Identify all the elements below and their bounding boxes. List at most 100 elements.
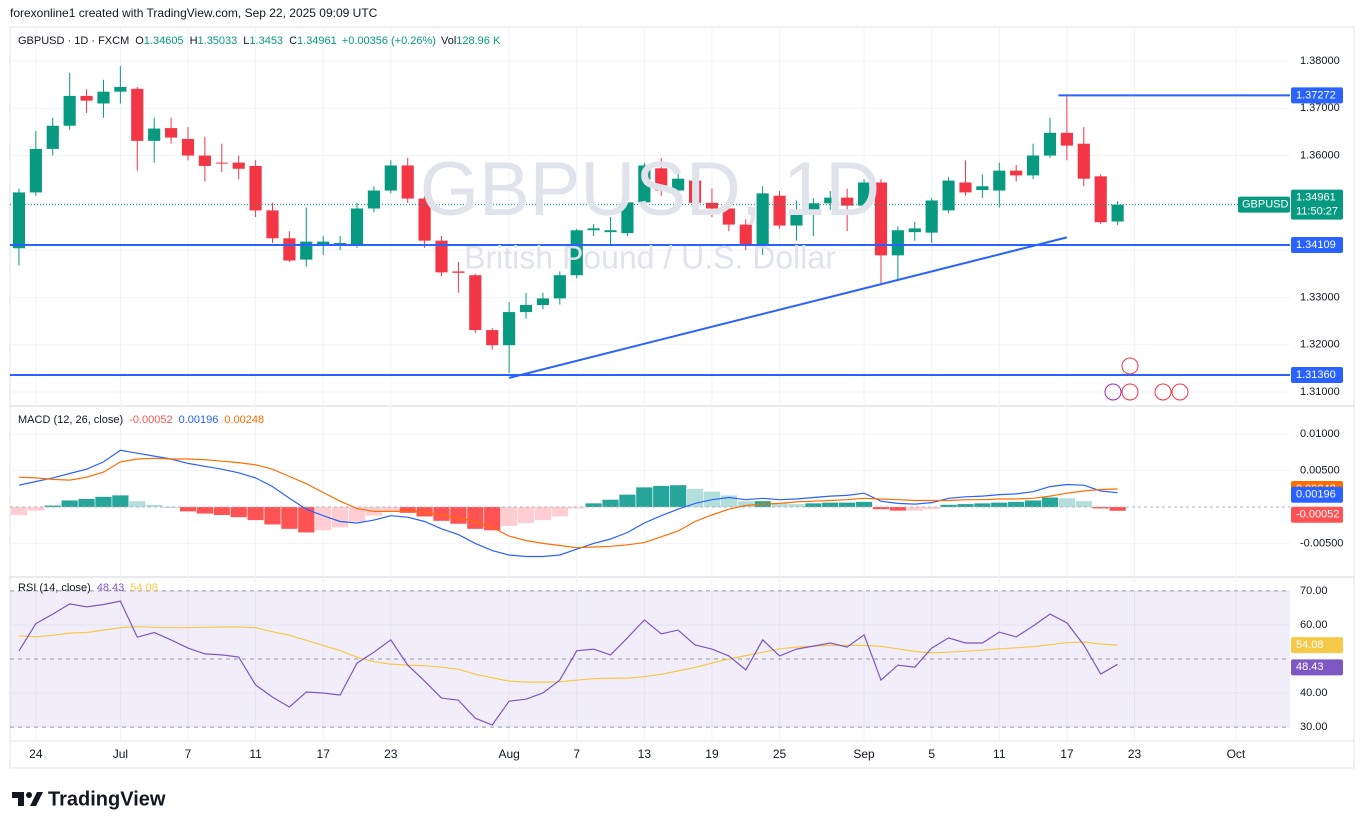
candle-body	[891, 230, 904, 256]
x-tick-label: 7	[185, 747, 192, 761]
event-icon[interactable]	[1104, 383, 1122, 401]
event-icon[interactable]	[1121, 383, 1139, 401]
rsi-ma-line	[18, 626, 1118, 683]
candle-body	[46, 125, 59, 149]
y-tick-label: 0.00500	[1300, 465, 1340, 477]
event-icon[interactable]	[1171, 383, 1189, 401]
brand: TradingView	[48, 788, 166, 810]
candle-body	[1111, 204, 1124, 222]
legend-item: GBPUSD · 1D · FXCM	[18, 35, 129, 47]
candle-body	[29, 148, 42, 193]
candle-body	[604, 230, 617, 233]
histogram-bar	[1109, 507, 1126, 511]
x-tick-label: 7	[573, 747, 580, 761]
histogram-bar	[957, 504, 974, 507]
candle-body	[97, 91, 110, 104]
x-tick-label: 24	[29, 747, 43, 761]
legend-item: H	[190, 35, 198, 47]
candle-body	[925, 200, 938, 233]
histogram-bar	[670, 485, 687, 507]
price-badge: 48.43	[1291, 659, 1343, 676]
trendline	[508, 236, 1068, 379]
watermark: GBPUSD, 1D British Pound / U.S. Dollar	[420, 147, 880, 275]
y-tick-label: 1.36000	[1300, 149, 1340, 161]
plot-layer: 24 Jul 7 11 17 23 Aug 7 13 19 25 Sep 5 11 17 23 Oct 1.380…	[10, 28, 1343, 761]
histogram-bar	[619, 494, 636, 507]
legend-item: 1.35033	[198, 35, 238, 47]
histogram-bar	[1092, 507, 1109, 509]
y-tick-label: -0.00500	[1300, 537, 1343, 549]
histogram-bar	[162, 507, 180, 508]
histogram-bar	[568, 507, 585, 509]
histogram-bar	[974, 503, 991, 507]
badge-box	[1291, 87, 1343, 104]
histogram-bar	[906, 507, 923, 511]
histogram-bar	[196, 507, 213, 514]
event-icon[interactable]	[1121, 357, 1139, 375]
x-tick-label: 23	[1128, 747, 1142, 761]
candle-body	[1077, 143, 1090, 179]
candle-body	[232, 162, 245, 169]
x-tick-label: Jul	[113, 747, 128, 761]
candle-body	[1010, 170, 1023, 176]
histogram-bar	[889, 507, 906, 511]
candle-body	[452, 271, 465, 273]
histogram-bar	[501, 507, 518, 526]
badge-box	[1291, 659, 1343, 676]
candle-body	[401, 165, 414, 199]
legend-item: O	[135, 35, 144, 47]
legend-item: 48.43	[97, 582, 125, 594]
histogram-bar	[450, 507, 467, 524]
x-tick-label: 11	[993, 747, 1006, 761]
price-badge: -0.00052	[1291, 506, 1343, 523]
candle-body	[215, 162, 228, 164]
candle-body	[131, 88, 144, 141]
candle-body	[519, 305, 533, 313]
candle-body	[384, 165, 397, 191]
badge-label: 1.37272	[1296, 89, 1336, 101]
legend-item: Vol	[441, 35, 456, 47]
y-tick-label: 1.37000	[1300, 102, 1340, 114]
histogram-bar	[27, 507, 44, 511]
y-tick-label: 1.31000	[1300, 386, 1340, 398]
candle-body	[249, 165, 262, 211]
candle-body	[705, 202, 719, 209]
legend-item: RSI (14, close)	[18, 582, 91, 594]
histogram-bar	[433, 507, 450, 521]
price-badge: 1.34961 11:50:27	[1291, 189, 1343, 220]
candle-body	[164, 128, 178, 138]
candle-body	[300, 241, 313, 260]
badge-label: 1.34961	[1296, 192, 1336, 204]
histogram-bar	[281, 507, 298, 529]
candle-body	[469, 275, 482, 331]
y-tick-label: 40.00	[1300, 687, 1328, 699]
rsi-line	[18, 600, 1118, 726]
x-tick-label: 11	[249, 747, 262, 761]
histogram-bar	[771, 503, 788, 507]
candle-body	[418, 198, 431, 241]
histogram-bar	[230, 507, 247, 518]
histogram-bar	[348, 507, 366, 522]
histogram-bar	[923, 507, 940, 510]
y-tick-label: 0.01000	[1300, 428, 1340, 440]
histogram-bar	[517, 507, 535, 523]
logo-mark	[12, 792, 43, 806]
histogram-bar	[95, 496, 112, 507]
histogram-bar	[331, 507, 349, 528]
candle-body	[283, 238, 296, 261]
histogram-bar	[146, 504, 163, 507]
candle-body	[570, 230, 583, 276]
candle-body	[198, 155, 211, 166]
candle-body	[976, 186, 989, 191]
event-icon[interactable]	[1154, 383, 1172, 401]
candle-body	[435, 240, 448, 273]
badge-box	[1291, 486, 1343, 503]
badge-label: 0.00196	[1296, 489, 1336, 501]
x-tick-label: 23	[384, 747, 398, 761]
x-tick-label: 25	[773, 747, 787, 761]
histogram-bar	[1008, 501, 1025, 507]
event-icons	[1104, 357, 1189, 401]
y-tick-label: 30.00	[1300, 721, 1328, 733]
histogram-bar	[839, 502, 856, 507]
legend-item: C	[289, 35, 297, 47]
